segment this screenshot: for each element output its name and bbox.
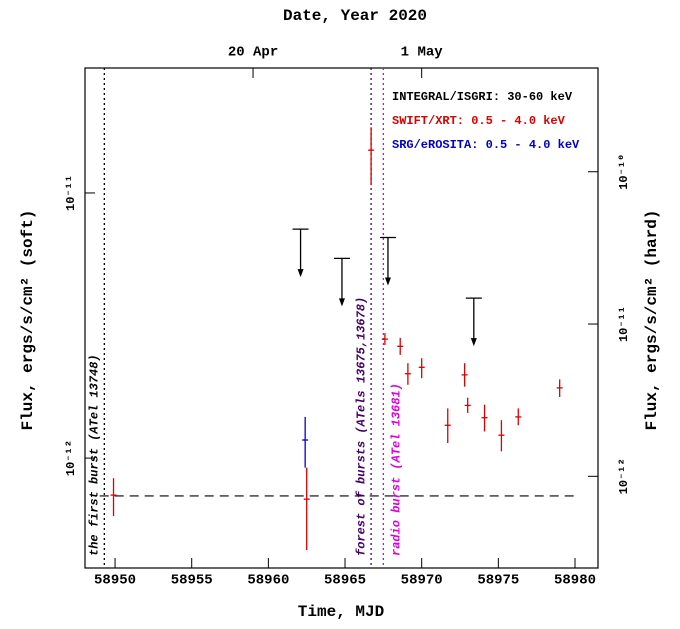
x2-tick-label: 20 Apr xyxy=(228,45,278,61)
y-tick-label: 10⁻¹¹ xyxy=(64,175,78,211)
x-tick-label: 58970 xyxy=(401,573,443,589)
event-label: the first burst (ATel 13748) xyxy=(87,354,101,556)
y2-tick-label: 10⁻¹² xyxy=(617,458,631,494)
x-tick-label: 58950 xyxy=(94,573,136,589)
legend-label: SRG/eROSITA: 0.5 - 4.0 keV xyxy=(392,138,580,152)
y2-tick-label: 10⁻¹¹ xyxy=(617,306,631,342)
arrow-head xyxy=(338,298,345,307)
legend-label: INTEGRAL/ISGRI: 30-60 keV xyxy=(392,90,573,104)
arrow-head xyxy=(470,338,477,347)
arrow-head xyxy=(297,269,304,278)
arrow-head xyxy=(384,277,391,286)
x2-tick-label: 1 May xyxy=(401,45,444,61)
y-axis-label: Flux, ergs/s/cm² (soft) xyxy=(19,210,37,431)
x-axis-label: Time, MJD xyxy=(298,603,384,621)
x-tick-label: 58960 xyxy=(247,573,289,589)
x-tick-label: 58965 xyxy=(324,573,366,589)
x-tick-label: 58980 xyxy=(554,573,596,589)
chart-title: Date, Year 2020 xyxy=(283,7,427,25)
plot-frame xyxy=(84,67,599,569)
x-tick-label: 58955 xyxy=(171,573,213,589)
event-label: forest of bursts (ATels 13675,13678) xyxy=(354,297,368,556)
event-label: radio burst (ATel 13681) xyxy=(390,383,404,556)
y2-tick-label: 10⁻¹⁰ xyxy=(617,154,631,190)
y2-axis-label: Flux, ergs/s/cm² (hard) xyxy=(643,210,661,431)
y-tick-label: 10⁻¹² xyxy=(64,440,78,476)
x-tick-label: 58975 xyxy=(477,573,519,589)
legend-label: SWIFT/XRT: 0.5 - 4.0 keV xyxy=(392,114,566,128)
